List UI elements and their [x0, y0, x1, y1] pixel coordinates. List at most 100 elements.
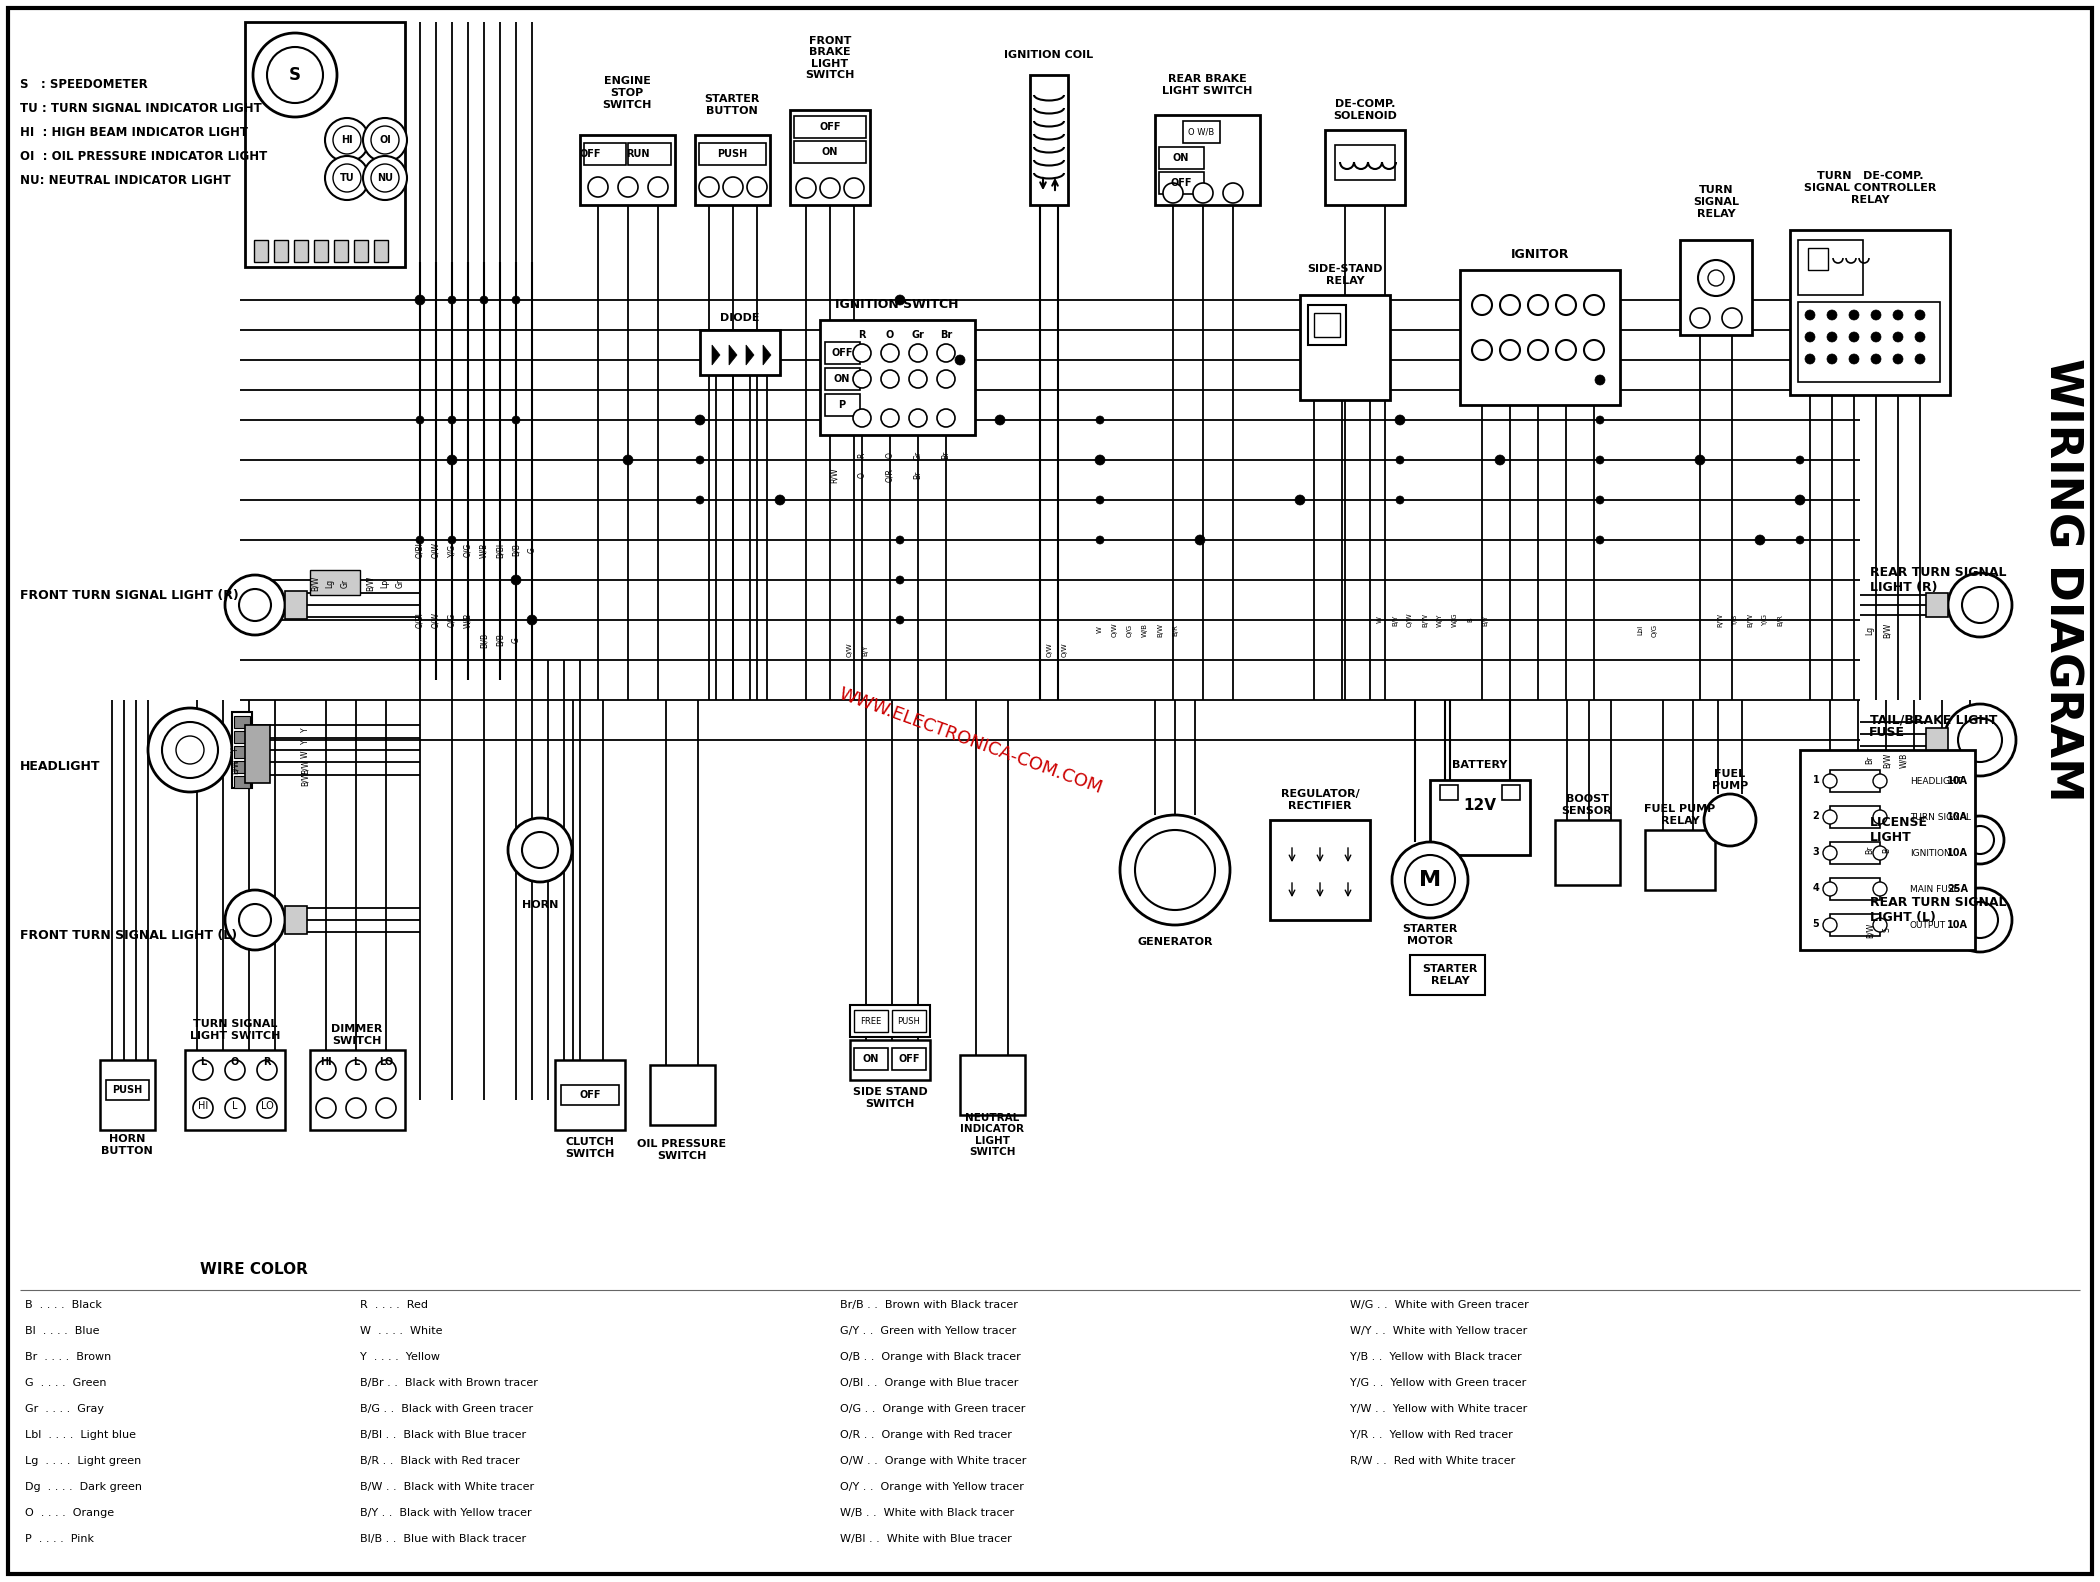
Circle shape [346, 1098, 365, 1118]
Text: B/R . .  Black with Red tracer: B/R . . Black with Red tracer [359, 1455, 519, 1467]
Circle shape [1873, 846, 1888, 861]
Circle shape [326, 119, 370, 161]
Circle shape [1915, 332, 1926, 342]
Bar [892, 1009, 926, 1031]
Text: REAR BRAKE
LIGHT SWITCH: REAR BRAKE LIGHT SWITCH [1161, 74, 1252, 97]
Circle shape [225, 1098, 246, 1118]
Text: W/Bl . .  White with Blue tracer: W/Bl . . White with Blue tracer [840, 1535, 1012, 1544]
Bar [286, 592, 307, 619]
Text: O/G: O/G [1653, 623, 1659, 636]
Text: Y/G: Y/G [1762, 614, 1768, 626]
Bar [790, 111, 869, 206]
Text: P  . . . .  Pink: P . . . . Pink [25, 1535, 94, 1544]
Circle shape [508, 818, 571, 883]
Bar [311, 1050, 405, 1130]
Text: Dg  . . . .  Dark green: Dg . . . . Dark green [25, 1482, 143, 1492]
Circle shape [1915, 310, 1926, 320]
Text: W/B: W/B [479, 543, 489, 557]
Circle shape [1873, 810, 1888, 824]
Circle shape [510, 574, 521, 585]
Circle shape [775, 495, 785, 505]
Circle shape [1096, 416, 1105, 424]
Text: W: W [300, 750, 309, 758]
Circle shape [1695, 456, 1705, 465]
Circle shape [416, 416, 424, 424]
Bar [1926, 728, 1949, 751]
Circle shape [722, 177, 743, 198]
Circle shape [1529, 340, 1548, 361]
Circle shape [1703, 794, 1756, 846]
Text: W/Y: W/Y [1436, 614, 1443, 626]
Circle shape [995, 414, 1006, 426]
Circle shape [1756, 535, 1764, 546]
Text: Br  . . . .  Brown: Br . . . . Brown [25, 1353, 111, 1362]
Text: O W/B: O W/B [1189, 128, 1214, 136]
Circle shape [1957, 718, 2001, 763]
Text: OFF: OFF [819, 122, 840, 131]
Text: Lg: Lg [326, 579, 334, 587]
Text: O: O [857, 471, 867, 478]
Bar [1829, 805, 1880, 827]
Text: 3: 3 [1812, 846, 1819, 857]
Circle shape [937, 410, 956, 427]
Circle shape [416, 296, 424, 304]
Text: B/Y: B/Y [1483, 614, 1489, 626]
Text: LO: LO [378, 1057, 393, 1066]
Text: HORN: HORN [521, 900, 559, 910]
Circle shape [1961, 587, 1997, 623]
Circle shape [1823, 846, 1838, 861]
Text: B/B: B/B [512, 544, 521, 557]
Text: Br: Br [1865, 846, 1875, 854]
Circle shape [1871, 354, 1882, 364]
Text: DIMMER
SWITCH: DIMMER SWITCH [332, 1024, 382, 1046]
Bar [1502, 785, 1520, 800]
Text: Lg  . . . .  Light green: Lg . . . . Light green [25, 1455, 141, 1467]
Text: Y/R . .  Yellow with Red tracer: Y/R . . Yellow with Red tracer [1350, 1430, 1512, 1440]
Circle shape [1949, 573, 2012, 638]
Text: G  . . . .  Green: G . . . . Green [25, 1378, 107, 1387]
Text: O/W: O/W [1048, 642, 1052, 657]
Circle shape [1096, 456, 1105, 464]
Text: FRONT
BRAKE
LIGHT
SWITCH: FRONT BRAKE LIGHT SWITCH [804, 36, 855, 81]
Text: HORN
BUTTON: HORN BUTTON [101, 1134, 153, 1156]
Circle shape [1472, 340, 1491, 361]
Circle shape [897, 615, 903, 623]
Text: G: G [512, 638, 521, 642]
Text: Bl  . . . .  Blue: Bl . . . . Blue [25, 1326, 99, 1337]
Text: Y: Y [300, 740, 309, 744]
Circle shape [326, 157, 370, 199]
Text: LICENSE
LIGHT: LICENSE LIGHT [1869, 816, 1928, 845]
Text: B/R: B/R [1777, 614, 1783, 626]
Circle shape [1499, 340, 1520, 361]
Text: HI: HI [197, 1101, 208, 1111]
Bar [1159, 172, 1203, 195]
Circle shape [1796, 456, 1804, 464]
Circle shape [699, 177, 718, 198]
Bar [1409, 956, 1485, 995]
Circle shape [796, 179, 817, 198]
Text: Lp: Lp [380, 579, 388, 587]
Circle shape [588, 177, 609, 198]
Text: Lbl: Lbl [1638, 625, 1642, 634]
Text: W/G . .  White with Green tracer: W/G . . White with Green tracer [1350, 1300, 1529, 1310]
Bar [233, 777, 250, 788]
Text: W/Y . .  White with Yellow tracer: W/Y . . White with Yellow tracer [1350, 1326, 1527, 1337]
Text: O/W: O/W [1113, 623, 1117, 638]
Circle shape [617, 177, 638, 198]
Circle shape [695, 414, 706, 426]
Text: IGNITOR: IGNITOR [1510, 248, 1569, 261]
Bar [233, 747, 250, 758]
Text: R  . . . .  Red: R . . . . Red [359, 1300, 428, 1310]
Circle shape [376, 1098, 397, 1118]
Text: NU: NEUTRAL INDICATOR LIGHT: NU: NEUTRAL INDICATOR LIGHT [21, 174, 231, 188]
Text: B/R: B/R [1172, 623, 1178, 636]
Circle shape [193, 1098, 212, 1118]
Text: B/W: B/W [1882, 753, 1892, 767]
Circle shape [1296, 495, 1304, 505]
Circle shape [1873, 774, 1888, 788]
Bar [892, 1047, 926, 1069]
Text: TU : TURN SIGNAL INDICATOR LIGHT: TU : TURN SIGNAL INDICATOR LIGHT [21, 103, 262, 115]
Text: B/B: B/B [496, 633, 504, 647]
Bar [855, 1009, 888, 1031]
Circle shape [695, 416, 704, 424]
